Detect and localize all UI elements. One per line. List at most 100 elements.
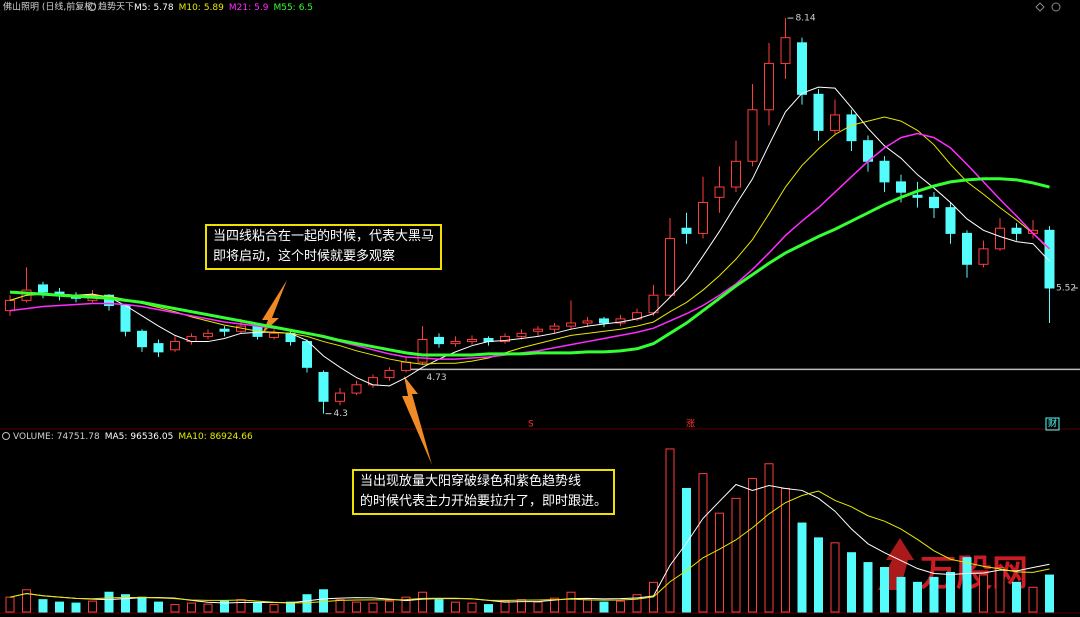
- legend-name: MA5:: [105, 432, 128, 442]
- indicator-icon: [88, 3, 96, 11]
- candle-body: [1011, 227, 1022, 234]
- volume-bar: [682, 487, 691, 613]
- candle-body: [120, 305, 131, 332]
- candle-body: [896, 181, 906, 193]
- volume-bar: [665, 448, 675, 613]
- window-icon[interactable]: [1035, 2, 1045, 12]
- legend-entry: M5: 5.78: [134, 3, 174, 13]
- volume-bar: [1012, 581, 1021, 613]
- candle-body: [747, 109, 758, 162]
- candle-body: [351, 384, 362, 394]
- volume-bar: [220, 600, 229, 613]
- event-box: [1045, 417, 1060, 431]
- candle-body: [665, 238, 675, 296]
- candle-body: [516, 332, 527, 337]
- candle-body: [846, 114, 857, 142]
- volume-bar: [500, 600, 510, 613]
- volume-bar: [830, 542, 840, 613]
- legend-name: M55:: [273, 3, 295, 13]
- ma-line: [9, 86, 1050, 387]
- chart-title: 佛山照明 (日线,前复权): [3, 1, 97, 13]
- volume-bar: [764, 463, 774, 613]
- annotation-box: 当出现放量大阳穿破绿色和紫色趋势线 的时候代表主力开始要拉升了，即时跟进。: [352, 469, 616, 515]
- volume-bar: [236, 599, 246, 613]
- volume-bar: [880, 567, 889, 613]
- volume-bar: [401, 596, 411, 613]
- ma-line: [9, 132, 1051, 360]
- candle-body: [153, 343, 164, 353]
- volume-bar: [583, 599, 592, 613]
- volume-bar: [1028, 586, 1038, 613]
- legend-value: 5.89: [204, 3, 224, 13]
- legend-value: 5.78: [154, 3, 174, 13]
- event-marker[interactable]: 财: [1048, 418, 1057, 430]
- legend-name: M10:: [179, 3, 201, 13]
- legend-value: 86924.66: [210, 432, 253, 442]
- candle-body: [549, 325, 560, 330]
- volume-bar: [286, 601, 295, 613]
- candle-body: [929, 196, 939, 209]
- annotation-text: 当四线粘合在一起的时候，代表大黑马: [213, 229, 435, 244]
- ma-line: [9, 490, 1050, 604]
- legend-name: M5:: [134, 3, 151, 13]
- volume-bar: [170, 604, 180, 613]
- peak-label: 8.14: [796, 14, 816, 24]
- candle-body: [450, 341, 461, 345]
- candle-body: [912, 194, 923, 198]
- volume-bar: [137, 596, 147, 613]
- volume-bar: [863, 562, 873, 613]
- volume-bar: [203, 603, 213, 613]
- candle-body: [335, 392, 345, 402]
- candle-body: [879, 160, 890, 183]
- candle-body: [500, 335, 510, 343]
- event-marker[interactable]: S: [528, 420, 534, 430]
- candle-body: [417, 338, 428, 363]
- volume-bar: [55, 601, 64, 613]
- volume-bar: [566, 591, 576, 613]
- volume-bar: [484, 604, 493, 613]
- event-marker[interactable]: 涨: [686, 419, 695, 430]
- volume-bar: [748, 478, 757, 613]
- annotation-arrow: [402, 376, 432, 465]
- volume-bar: [352, 601, 361, 613]
- price-line-label: 4.73: [427, 373, 447, 383]
- volume-bar: [104, 591, 114, 613]
- candle-body: [269, 332, 279, 338]
- annotation-text: 的时候代表主力开始要拉升了，即时跟进。: [360, 494, 608, 509]
- legend-entry: M10: 5.89: [179, 3, 225, 13]
- candle-body: [681, 227, 692, 234]
- candle-body: [467, 338, 477, 343]
- candle-body: [714, 186, 725, 198]
- candle-body: [978, 248, 989, 265]
- volume-bar: [896, 576, 906, 613]
- volume-bar: [1045, 574, 1054, 613]
- volume-bar: [187, 602, 196, 613]
- candle-body: [830, 114, 840, 131]
- volume-bar: [71, 602, 81, 613]
- candle-body: [137, 330, 147, 348]
- volume-bar: [814, 537, 823, 613]
- candle-body: [203, 332, 213, 337]
- candle-body: [731, 160, 741, 188]
- candle-body: [566, 322, 576, 327]
- legend-name: M21:: [229, 3, 251, 13]
- window-icon[interactable]: [1051, 2, 1061, 12]
- legend-entry: M55: 6.5: [273, 3, 313, 13]
- candle-body: [434, 336, 444, 345]
- candle-body: [219, 328, 230, 332]
- legend-entry: M21: 5.9: [229, 3, 269, 13]
- low-label: 4.3: [334, 409, 348, 419]
- volume-bar: [38, 599, 48, 613]
- volume-bar: [335, 599, 345, 613]
- ma-line: [9, 177, 1050, 357]
- volume-bar: [797, 522, 807, 613]
- volume-bar: [946, 571, 955, 613]
- volume-bar: [154, 601, 163, 613]
- volume-bar: [847, 552, 856, 613]
- volume-bar: [467, 602, 477, 613]
- candle-body: [1044, 229, 1055, 289]
- legend-name: VOLUME:: [13, 432, 54, 442]
- candle-body: [582, 320, 593, 324]
- volume-bar: [253, 602, 262, 613]
